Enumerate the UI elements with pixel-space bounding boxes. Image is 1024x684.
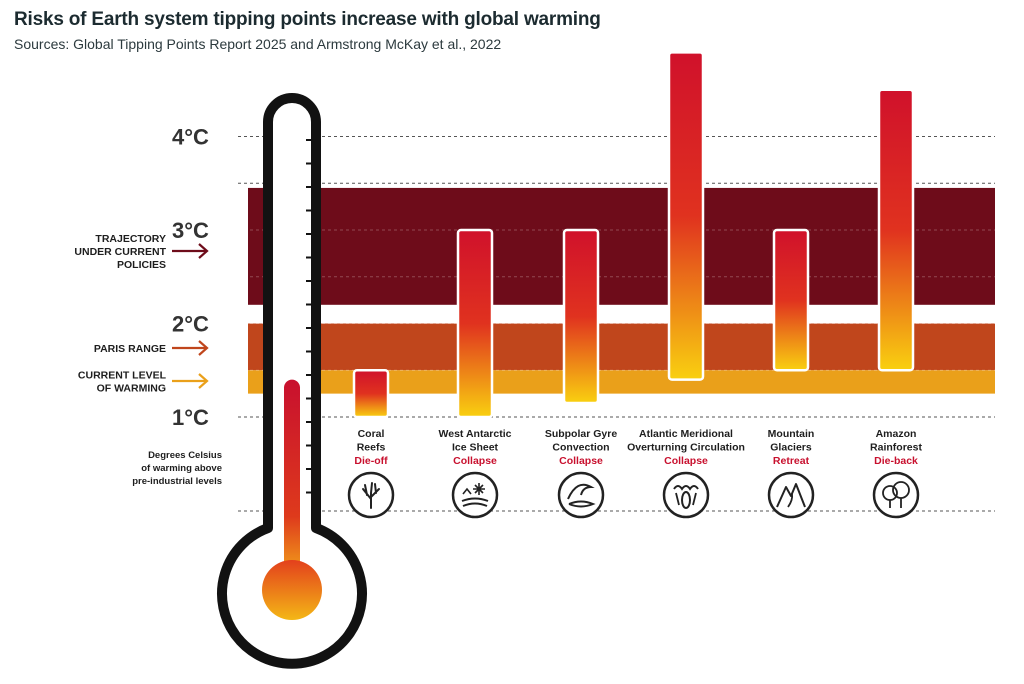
- ice-sheet-icon: [451, 471, 499, 519]
- category-label: West Antarctic: [439, 428, 512, 440]
- thermometer: [217, 93, 367, 669]
- category-label: Overturning Circulation: [627, 442, 745, 454]
- category-label: Ice Sheet: [452, 442, 499, 454]
- band-arrow-icon: [172, 373, 209, 389]
- category-effect: Collapse: [453, 455, 497, 467]
- y-tick-label: 1°C: [172, 405, 209, 430]
- bar-2: [562, 228, 600, 405]
- band-label: UNDER CURRENT: [74, 246, 166, 258]
- y-tick-label: 2°C: [172, 312, 209, 337]
- band-current-warming: [248, 370, 995, 394]
- band-label: POLICIES: [117, 259, 166, 271]
- band-label: CURRENT LEVEL: [78, 370, 167, 382]
- band-paris-range: [248, 323, 995, 371]
- category-effect: Die-back: [874, 455, 918, 467]
- category-label: Mountain: [768, 428, 815, 440]
- category-effect: Retreat: [773, 455, 810, 467]
- band-label: TRAJECTORY: [95, 233, 166, 245]
- category-label: Coral: [358, 428, 385, 440]
- bar-5: [877, 88, 915, 372]
- forest-icon: [872, 471, 920, 519]
- chart-title: Risks of Earth system tipping points inc…: [14, 9, 601, 30]
- coral-icon: [347, 471, 395, 519]
- bar-1: [456, 228, 494, 419]
- category-label: Reefs: [357, 442, 386, 454]
- category-label: Amazon: [876, 428, 917, 440]
- category-label: Rainforest: [870, 442, 922, 454]
- category-effect: Collapse: [664, 455, 708, 467]
- band-arrow-icon: [172, 243, 209, 259]
- ocean-current-icon: [662, 471, 710, 519]
- band-label: PARIS RANGE: [94, 343, 166, 355]
- chart-subtitle: Sources: Global Tipping Points Report 20…: [14, 36, 502, 52]
- band-label: OF WARMING: [97, 383, 166, 395]
- thermometer-fluid: [284, 379, 300, 575]
- bar-3: [667, 51, 705, 381]
- thermometer-bulb: [262, 560, 322, 620]
- category-label: Glaciers: [770, 442, 812, 454]
- axis-note: of warming above: [141, 463, 222, 474]
- bar-4: [772, 228, 810, 372]
- mountain-icon: [767, 471, 815, 519]
- axis-note: pre-industrial levels: [132, 476, 222, 487]
- band-trajectory: [248, 187, 995, 305]
- y-tick-label: 4°C: [172, 125, 209, 150]
- bar-0: [352, 369, 390, 419]
- category-effect: Die-off: [354, 455, 388, 467]
- category-label: Atlantic Meridional: [639, 428, 733, 440]
- y-tick-label: 3°C: [172, 218, 209, 243]
- category-label: Subpolar Gyre: [545, 428, 618, 440]
- axis-note: Degrees Celsius: [148, 450, 222, 461]
- band-arrow-icon: [172, 340, 209, 356]
- category-label: Convection: [552, 442, 609, 454]
- category-effect: Collapse: [559, 455, 603, 467]
- wave-icon: [557, 471, 605, 519]
